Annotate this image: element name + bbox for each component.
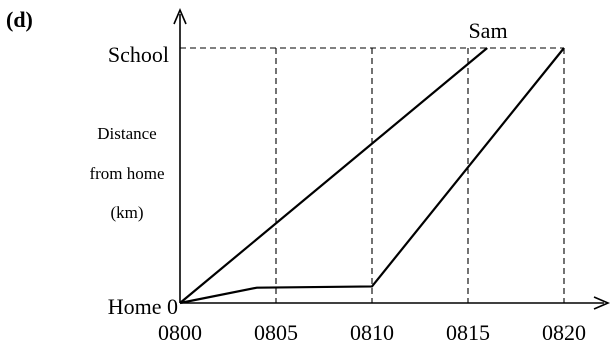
- x-tick-0810: 0810: [350, 320, 394, 345]
- series-layer: [179, 47, 565, 305]
- y-axis-label-line-2: from home: [89, 164, 164, 183]
- x-tick-0805: 0805: [254, 320, 298, 345]
- y-tick-school: School: [108, 42, 169, 67]
- series-line-2: [179, 47, 565, 305]
- panel-label: (d): [6, 7, 33, 32]
- series-line-sam: [179, 47, 488, 304]
- x-tick-0820: 0820: [542, 320, 586, 345]
- y-tick-home: Home 0: [108, 294, 178, 319]
- series-label-sam: Sam: [468, 18, 507, 43]
- x-tick-0800: 0800: [158, 320, 202, 345]
- y-axis-label-line-1: Distance: [97, 124, 156, 143]
- axes: [173, 7, 611, 310]
- y-axis-arrowhead: [173, 7, 187, 25]
- guide-lines: [180, 47, 565, 303]
- x-tick-0815: 0815: [446, 320, 490, 345]
- x-axis-arrowhead: [593, 296, 611, 310]
- x-tick-labels: 0800 0805 0810 0815 0820: [158, 320, 586, 345]
- y-axis-label-line-3: (km): [110, 203, 143, 222]
